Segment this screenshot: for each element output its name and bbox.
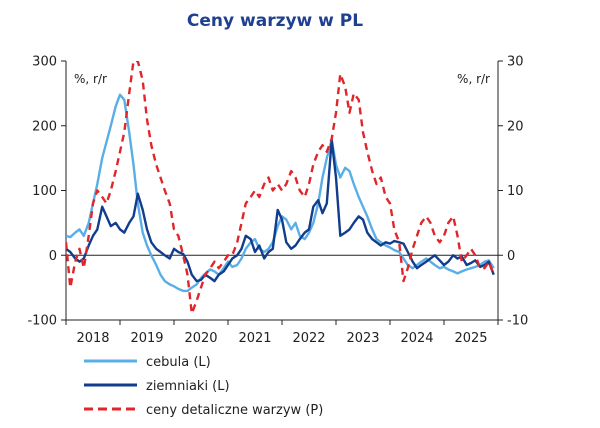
x-tick-label: 2022 <box>292 331 325 346</box>
x-tick-label: 2023 <box>346 331 379 346</box>
chart-title: Ceny warzyw w PL <box>187 11 363 31</box>
right-tick-label: 0 <box>507 249 515 264</box>
x-tick-label: 2020 <box>184 331 217 346</box>
right-axis-unit: %, r/r <box>457 72 490 86</box>
x-tick-label: 2019 <box>130 331 163 346</box>
x-tick-label: 2025 <box>454 331 487 346</box>
x-tick-label: 2021 <box>238 331 271 346</box>
left-tick-label: 0 <box>49 249 57 264</box>
left-tick-label: -100 <box>27 314 57 329</box>
series-line-ziemniaki <box>66 138 495 283</box>
x-tick-label: 2024 <box>400 331 433 346</box>
left-tick-label: 100 <box>32 184 57 199</box>
legend: cebula (L) ziemniaki (L) ceny detaliczne w… <box>84 355 323 418</box>
left-tick-label: 300 <box>32 55 57 70</box>
x-tick-label: 2018 <box>76 331 109 346</box>
left-axis-unit: %, r/r <box>74 72 107 86</box>
series-lines <box>66 61 495 315</box>
legend-label-cebula: cebula (L) <box>146 355 211 370</box>
series-line-ceny-detaliczne-warzyw <box>66 61 495 315</box>
right-tick-label: 10 <box>507 184 524 199</box>
left-tick-label: 200 <box>32 119 57 134</box>
legend-label-ziemniaki: ziemniaki (L) <box>146 379 230 394</box>
legend-label-ceny-detaliczne-warzyw: ceny detaliczne warzyw (P) <box>146 403 323 418</box>
series-line-cebula <box>66 93 495 293</box>
right-tick-label: 20 <box>507 119 524 134</box>
right-tick-label: 30 <box>507 55 524 70</box>
right-tick-label: -10 <box>507 314 528 329</box>
